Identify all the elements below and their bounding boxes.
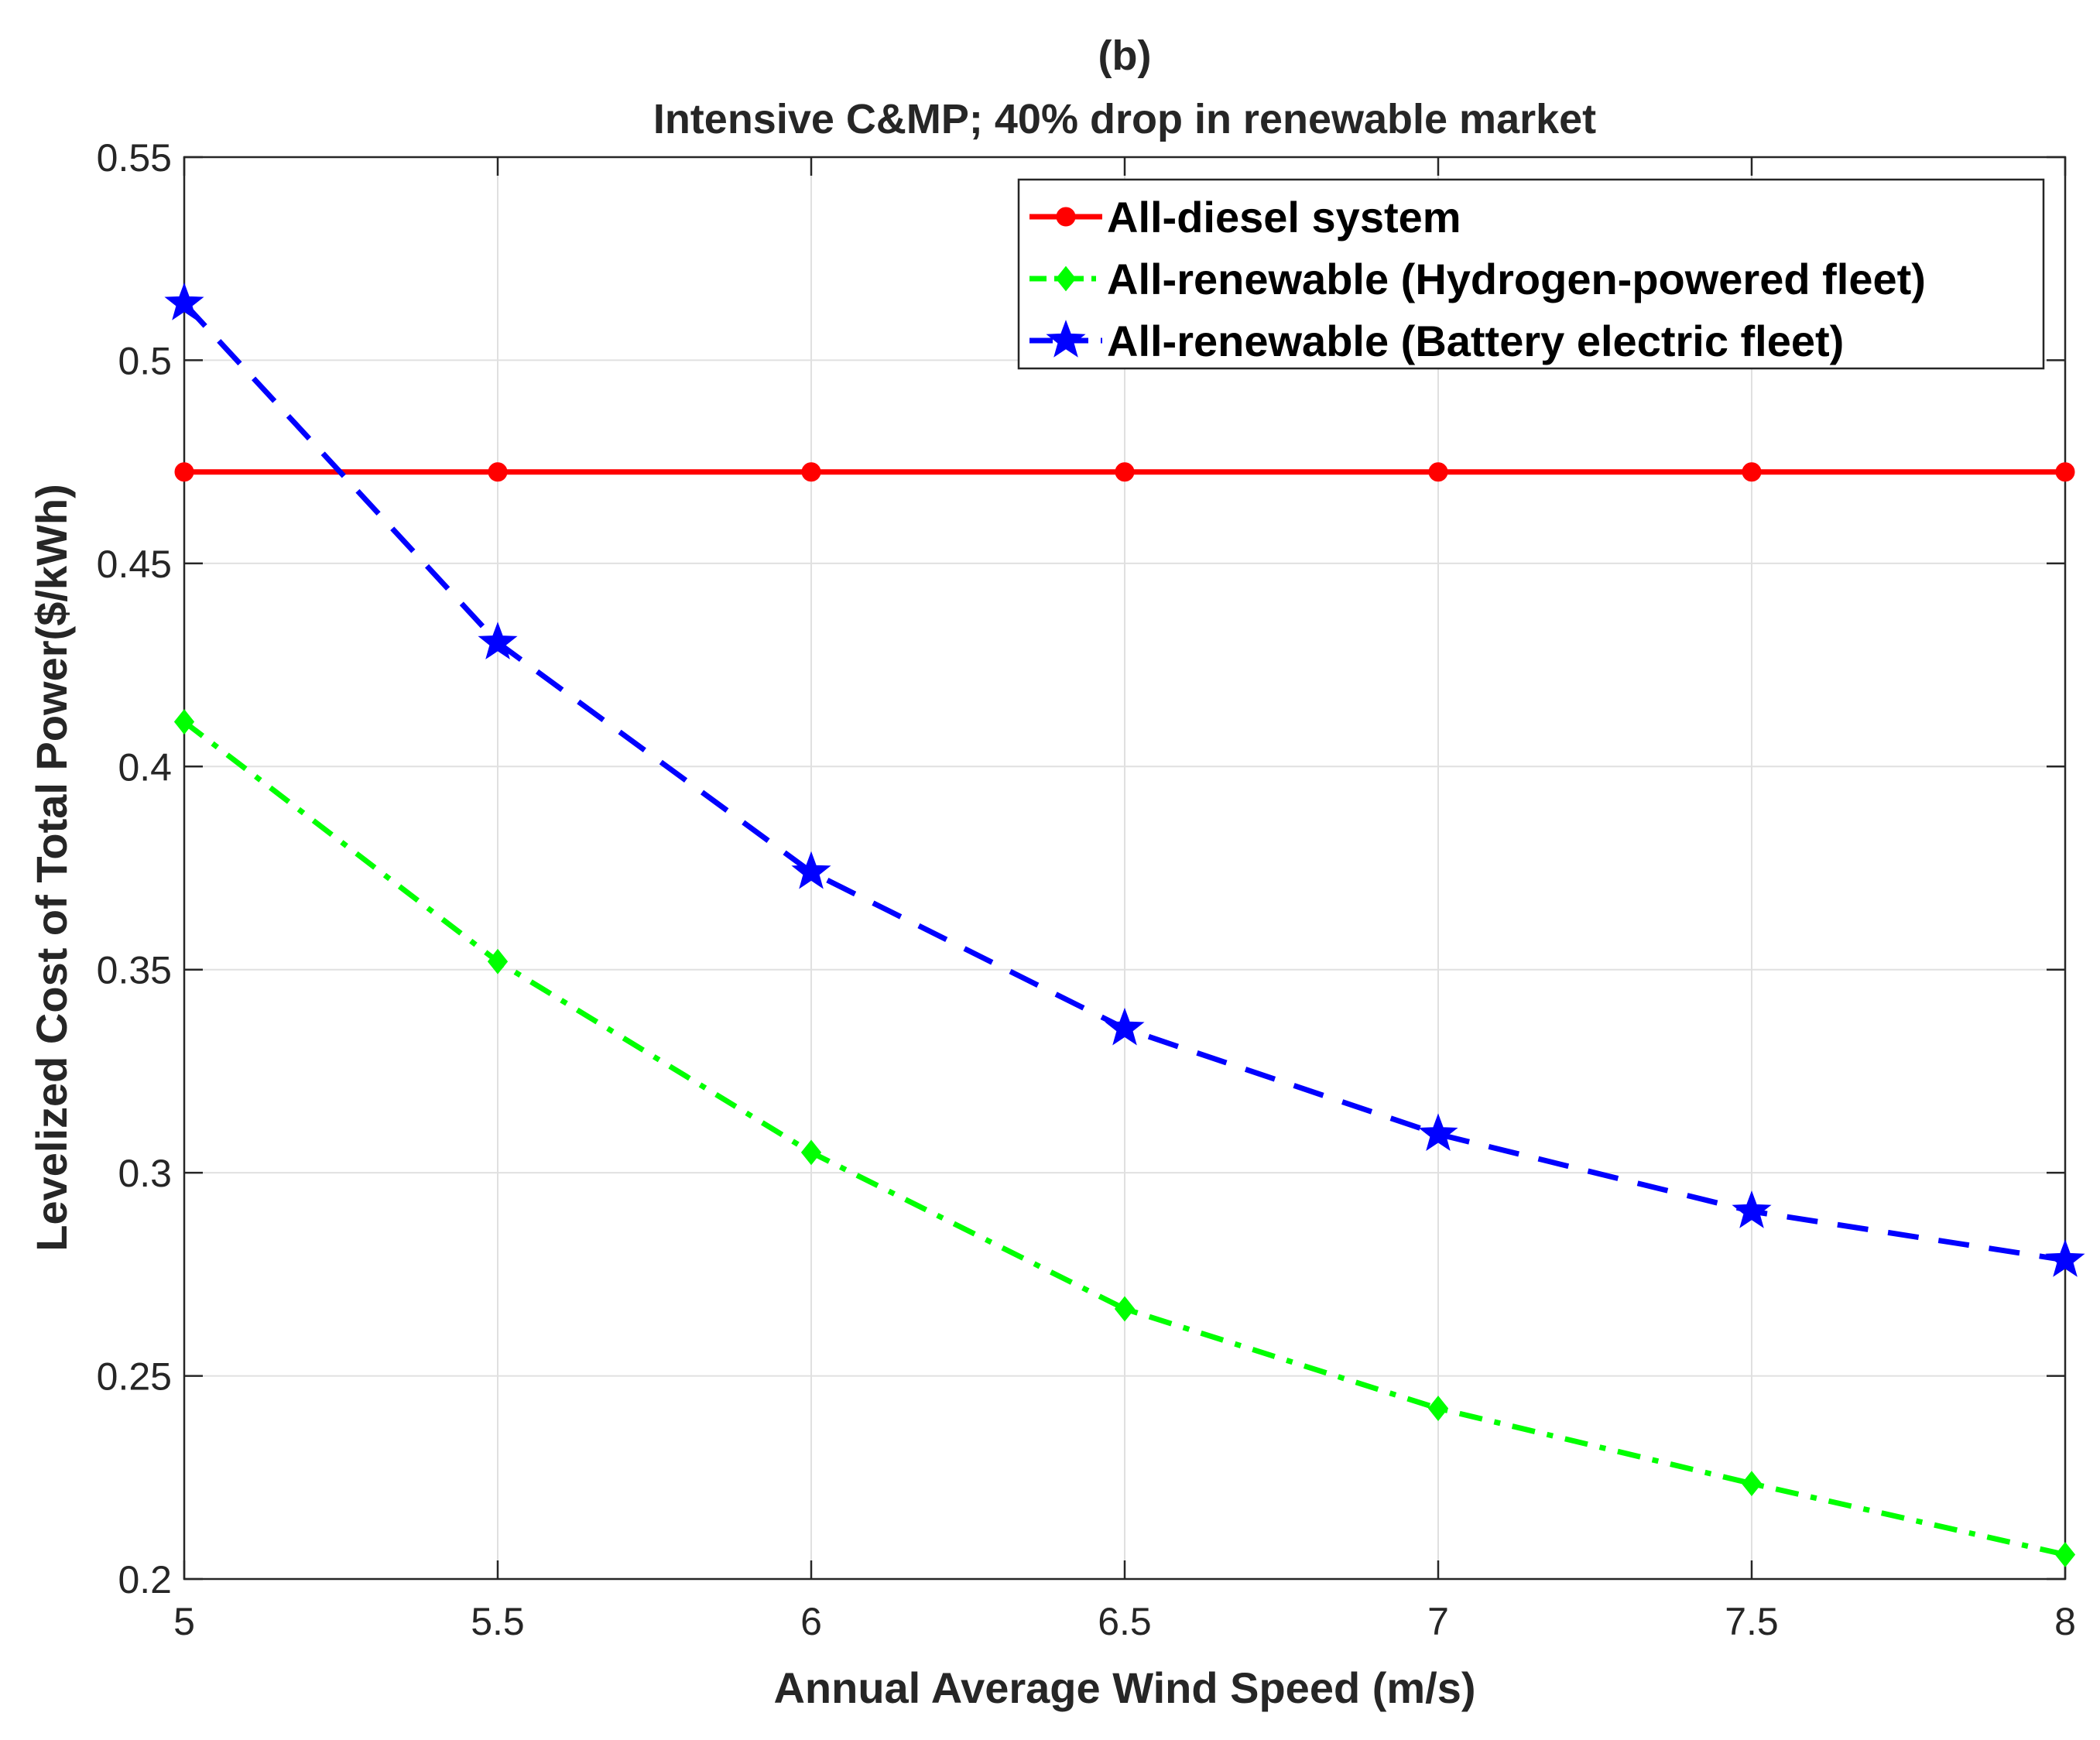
data-point [2045, 1239, 2085, 1277]
plot-frame [183, 156, 2067, 1581]
data-point [2055, 462, 2075, 482]
x-tick-labels: 5 5.5 6 6.5 7 7.5 8 [173, 1600, 2076, 1643]
legend-label-diesel: All-diesel system [1107, 193, 1461, 241]
legend-box [1017, 178, 2045, 370]
series-battery [164, 283, 2085, 1277]
data-point [174, 462, 194, 482]
data-point [164, 283, 204, 320]
legend-swatch-marker [1055, 265, 1077, 292]
data-point [1418, 1113, 1458, 1152]
data-point [1732, 1190, 1772, 1228]
series-layer [164, 283, 2085, 1567]
legend-swatches [1029, 207, 1102, 358]
data-point [488, 462, 508, 482]
y-tick-label: 0.3 [118, 1152, 172, 1195]
data-point [1741, 1471, 1763, 1497]
y-tick-label: 0.35 [97, 949, 172, 992]
data-point [1114, 1296, 1136, 1322]
data-point [1742, 462, 1762, 482]
data-point [173, 709, 195, 735]
legend-label-hydrogen: All-renewable (Hydrogen-powered fleet) [1107, 255, 1926, 303]
data-point [478, 622, 518, 659]
y-tick-label: 0.55 [97, 136, 172, 180]
legend-swatch-marker [1056, 207, 1076, 227]
data-point [801, 462, 821, 482]
data-point [487, 948, 509, 974]
y-tick-label: 0.25 [97, 1355, 172, 1399]
chart-title: Intensive C&MP; 40% drop in renewable ma… [653, 96, 1596, 142]
x-tick-label: 7.5 [1725, 1600, 1779, 1643]
data-point [2054, 1542, 2076, 1567]
x-tick-label: 6 [800, 1600, 822, 1643]
y-tick-label: 0.45 [97, 543, 172, 586]
x-tick-label: 5.5 [471, 1600, 525, 1643]
y-tick-labels: 0.2 0.25 0.3 0.35 0.4 0.45 0.5 0.55 [97, 136, 172, 1601]
legend: All-diesel system All-renewable (Hydroge… [1017, 178, 2045, 370]
data-point [1115, 462, 1135, 482]
data-point [1105, 1007, 1145, 1046]
data-point [791, 851, 831, 889]
panel-label: (b) [1098, 33, 1152, 79]
legend-label-battery: All-renewable (Battery electric fleet) [1107, 317, 1844, 365]
x-tick-label: 5 [173, 1600, 195, 1643]
x-tick-label: 6.5 [1098, 1600, 1152, 1643]
legend-swatch-marker [1046, 320, 1086, 358]
data-point [1427, 1396, 1449, 1421]
series-diesel [174, 462, 2075, 482]
data-point [800, 1139, 822, 1166]
y-tick-label: 0.4 [118, 745, 172, 789]
x-tick-label: 8 [2054, 1600, 2076, 1643]
y-axis-label: Levelized Cost of Total Power($/kWh) [27, 484, 76, 1252]
y-tick-label: 0.2 [118, 1558, 172, 1601]
x-tick-label: 7 [1427, 1600, 1449, 1643]
y-tick-label: 0.5 [118, 339, 172, 382]
data-point [1428, 462, 1448, 482]
series-hydrogen [173, 709, 2076, 1567]
x-axis-label: Annual Average Wind Speed (m/s) [773, 1663, 1475, 1712]
